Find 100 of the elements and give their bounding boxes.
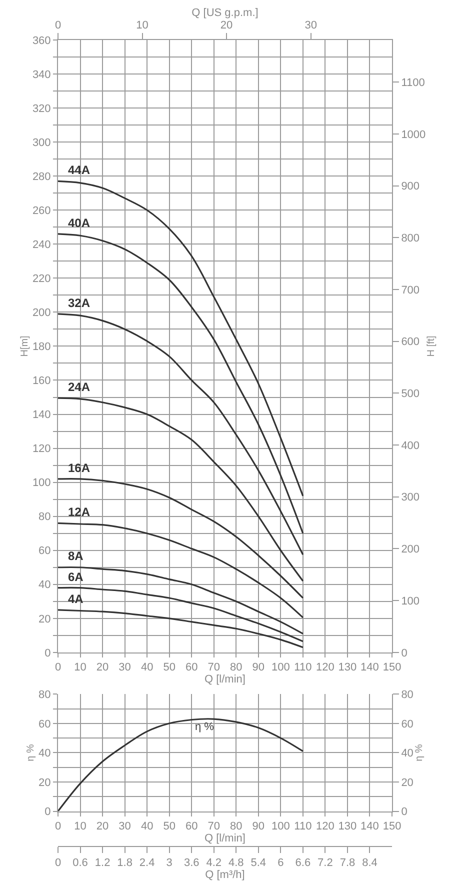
y-tick-label: 20: [38, 613, 51, 626]
x2-tick-label: 2.4: [139, 857, 155, 870]
x-tick-label: 10: [74, 662, 86, 674]
x-tick-label: 150: [382, 820, 402, 832]
line-series: [58, 609, 304, 648]
x2-tick-label: 6.6: [295, 857, 311, 870]
y-tick-label: 340: [32, 68, 51, 81]
x2-tick-label: 1.2: [94, 857, 110, 870]
y2-tick-label: 1000: [401, 128, 426, 141]
x2-tick-label: 8.4: [362, 857, 378, 870]
x2-tick-label: 20: [220, 20, 233, 32]
x2-tick-label: 3.6: [184, 857, 200, 870]
x-tick-label: 20: [96, 662, 109, 674]
x-tick-label: 130: [338, 820, 357, 832]
x2-tick-label: 7.2: [318, 857, 333, 870]
series-label: 4A: [68, 592, 84, 606]
y2-tick-label: 20: [401, 776, 414, 789]
x-tick-label: 120: [316, 820, 334, 832]
y-tick-label: 120: [32, 443, 51, 456]
x-tick-label: 90: [252, 662, 265, 674]
y-tick-label: 280: [32, 170, 51, 183]
x2-tick-label: 7.8: [340, 857, 356, 870]
line-series: [58, 180, 304, 497]
y-tick-label: 180: [32, 341, 51, 354]
y-tick-label: 40: [38, 579, 51, 592]
series-label: 6A: [68, 570, 84, 584]
line-series: [58, 397, 304, 582]
series-label: 8A: [68, 549, 84, 563]
x2-tick-label: 5.4: [250, 857, 266, 870]
x2-tick-label: 1.8: [117, 857, 132, 870]
y2-tick-label: 80: [401, 688, 414, 701]
y2-tick-label: 300: [401, 492, 420, 504]
y-tick-label: 0: [44, 647, 51, 660]
y-tick-label: 220: [32, 273, 51, 286]
y-tick-label: 140: [32, 409, 51, 422]
x-tick-label: 20: [96, 820, 109, 832]
y2-axis-title: η %: [414, 744, 425, 762]
x2-tick-label: 3: [166, 857, 172, 870]
x-tick-label: 0: [54, 820, 62, 832]
y-tick-label: 80: [38, 688, 51, 701]
x-tick-label: 150: [382, 662, 402, 674]
y2-tick-label: 200: [401, 544, 420, 556]
y2-tick-label: 100: [401, 595, 420, 608]
y2-tick-label: 800: [401, 232, 420, 244]
series-label: 24A: [68, 380, 90, 394]
x-tick-label: 30: [118, 662, 131, 674]
x-tick-label: 100: [271, 820, 290, 832]
x-tick-label: 120: [316, 662, 334, 674]
series-label: 44A: [68, 163, 90, 177]
y-tick-label: 100: [32, 477, 51, 490]
y2-tick-label: 700: [401, 284, 420, 296]
y-axis-title: H[m]: [19, 335, 30, 357]
x2-axis-title: Q [m³/h]: [205, 869, 245, 882]
x-tick-label: 140: [360, 662, 379, 674]
line-series: [58, 233, 304, 534]
x2-tick-label: 4.8: [228, 857, 244, 870]
x-tick-label: 60: [185, 820, 198, 832]
x-tick-label: 110: [294, 662, 312, 674]
y2-tick-label: 500: [401, 388, 420, 400]
x2-tick-label: 0.6: [72, 857, 88, 870]
x2-axis-title: Q [US g.p.m.]: [192, 7, 258, 20]
x2-tick-label: 4.2: [206, 857, 222, 870]
series-label: 32A: [68, 296, 90, 310]
x-tick-label: 140: [360, 820, 379, 832]
series-label: 16A: [68, 461, 90, 475]
x-tick-label: 0: [54, 662, 62, 674]
y-tick-label: 80: [38, 511, 51, 524]
y-tick-label: 360: [32, 34, 51, 47]
x-tick-label: 10: [74, 820, 86, 832]
x-axis-title: Q [l/min]: [204, 674, 246, 686]
y-tick-label: 260: [32, 204, 51, 217]
y-tick-label: 0: [44, 806, 51, 818]
y-tick-label: 240: [32, 239, 51, 251]
x-tick-label: 50: [163, 662, 176, 674]
x2-tick-label: 6: [278, 857, 284, 870]
x-tick-label: 130: [338, 662, 357, 674]
x-tick-label: 110: [294, 820, 312, 832]
line-series: [58, 718, 304, 812]
line-series: [58, 522, 304, 618]
y-tick-label: 20: [38, 776, 51, 789]
y2-tick-label: 600: [401, 336, 420, 348]
x-tick-label: 40: [140, 662, 154, 674]
series-label: 12A: [68, 505, 90, 519]
y-tick-label: 60: [38, 545, 51, 558]
y-tick-label: 40: [38, 748, 51, 760]
x2-tick-label: 0: [54, 20, 62, 32]
y-tick-label: 60: [38, 718, 51, 730]
x2-tick-label: 0: [54, 857, 62, 870]
y2-tick-label: 40: [401, 748, 414, 760]
x-tick-label: 90: [252, 820, 265, 832]
x-tick-label: 30: [118, 820, 131, 832]
y2-tick-label: 0: [401, 647, 408, 660]
series-label: 40A: [68, 216, 90, 230]
x-axis-title: Q [l/min]: [204, 832, 246, 844]
x-tick-label: 40: [140, 820, 154, 832]
y-tick-label: 320: [32, 102, 51, 115]
y2-tick-label: 900: [401, 180, 420, 193]
x-tick-label: 80: [230, 662, 242, 674]
x2-tick-label: 30: [304, 20, 317, 32]
y2-tick-label: 400: [401, 440, 420, 452]
